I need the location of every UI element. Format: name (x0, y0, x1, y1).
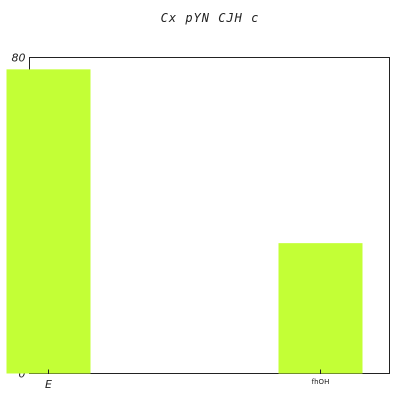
y-tick-label: 80 (12, 52, 26, 65)
bars (6, 69, 363, 374)
x-tick-label: E (45, 378, 52, 391)
bar-0 (6, 69, 91, 374)
chart-title: Cx pYN CJH c (161, 11, 260, 25)
bar-1 (278, 243, 363, 374)
y-tick-label: 0 (19, 368, 26, 381)
x-tick-label: fhOH (312, 378, 330, 386)
